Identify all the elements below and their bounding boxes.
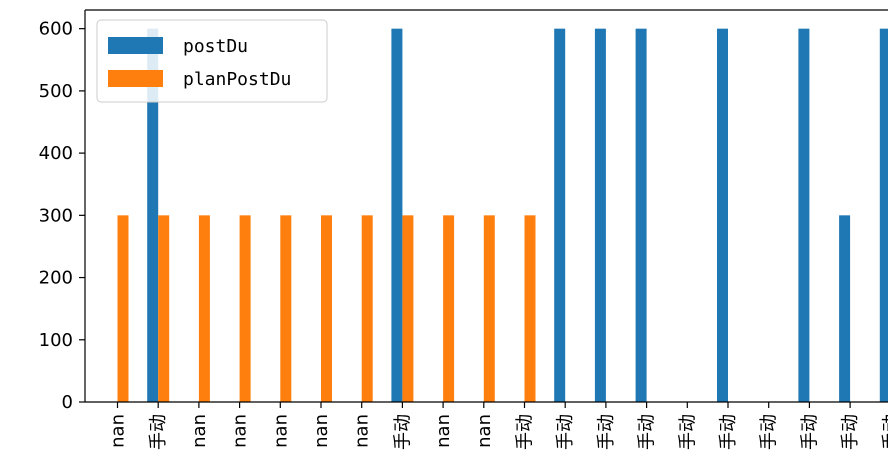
x-tick-label: nan [433,414,454,448]
x-tick-label: 手动 [881,414,888,450]
bar-postDu-17 [798,28,810,403]
x-tick-label: nan [270,414,291,448]
x-tick-label: nan [230,414,251,448]
y-tick-label: 600 [39,19,73,40]
bar-postDu-13 [635,28,647,403]
bar-postDu-15 [717,28,728,403]
bar-planPostDu-2 [198,215,210,402]
x-ticks: nan 手动 nan nan nan nan nan 手动 nan nan 手动 手动 手动 手动 手动 手动… [108,402,888,450]
bar-postDu-1 [147,28,159,403]
legend: postDu planPostDu [96,19,328,103]
y-tick-label: 300 [39,205,73,226]
bar-planPostDu-1 [158,215,170,402]
y-tick-label: 400 [39,143,73,164]
bar-planPostDu-9 [483,215,495,402]
bar-postDu-11 [554,28,566,403]
bar-postDu-19 [879,28,888,403]
x-tick-label: 手动 [799,414,820,450]
x-tick-label: 手动 [718,414,739,450]
x-tick-label: nan [474,414,495,448]
x-tick-label: nan [352,414,373,448]
bar-planPostDu-7 [402,215,414,402]
bar-planPostDu-3 [239,215,251,402]
bar-planPostDu-4 [280,215,292,402]
x-tick-label: 手动 [515,414,536,450]
bar-planPostDu-8 [443,215,455,402]
bar-postDu-7 [391,28,403,403]
y-tick-label: 500 [39,81,73,102]
x-tick-label: 手动 [637,414,658,450]
x-tick-label: nan [189,414,210,448]
x-tick-label: 手动 [148,414,169,450]
bar-planPostDu-6 [361,215,373,402]
x-tick-label: nan [108,414,129,448]
x-tick-label: 手动 [555,414,576,450]
bar-postDu-18 [839,215,851,402]
legend-swatch-planPostDu [108,70,163,87]
y-tick-label: 100 [39,330,73,351]
bar-planPostDu-0 [117,215,129,402]
legend-label-postDu: postDu [183,36,248,57]
y-tick-label: 0 [62,392,73,413]
x-tick-label: 手动 [392,414,413,450]
y-tick-label: 200 [39,268,73,289]
x-tick-label: 手动 [596,414,617,450]
bars-layer [117,28,888,403]
axes-layer [84,9,888,403]
legend-label-planPostDu: planPostDu [183,69,291,90]
y-ticks: 0 100 200 300 400 500 600 [39,19,85,413]
x-tick-label: nan [311,414,332,448]
x-tick-label: 手动 [759,414,780,450]
bar-planPostDu-5 [321,215,332,402]
x-tick-label: 手动 [840,414,861,450]
x-tick-label: 手动 [677,414,698,450]
legend-swatch-postDu [108,37,163,54]
bar-planPostDu-10 [524,215,536,402]
bar-postDu-12 [594,28,606,403]
